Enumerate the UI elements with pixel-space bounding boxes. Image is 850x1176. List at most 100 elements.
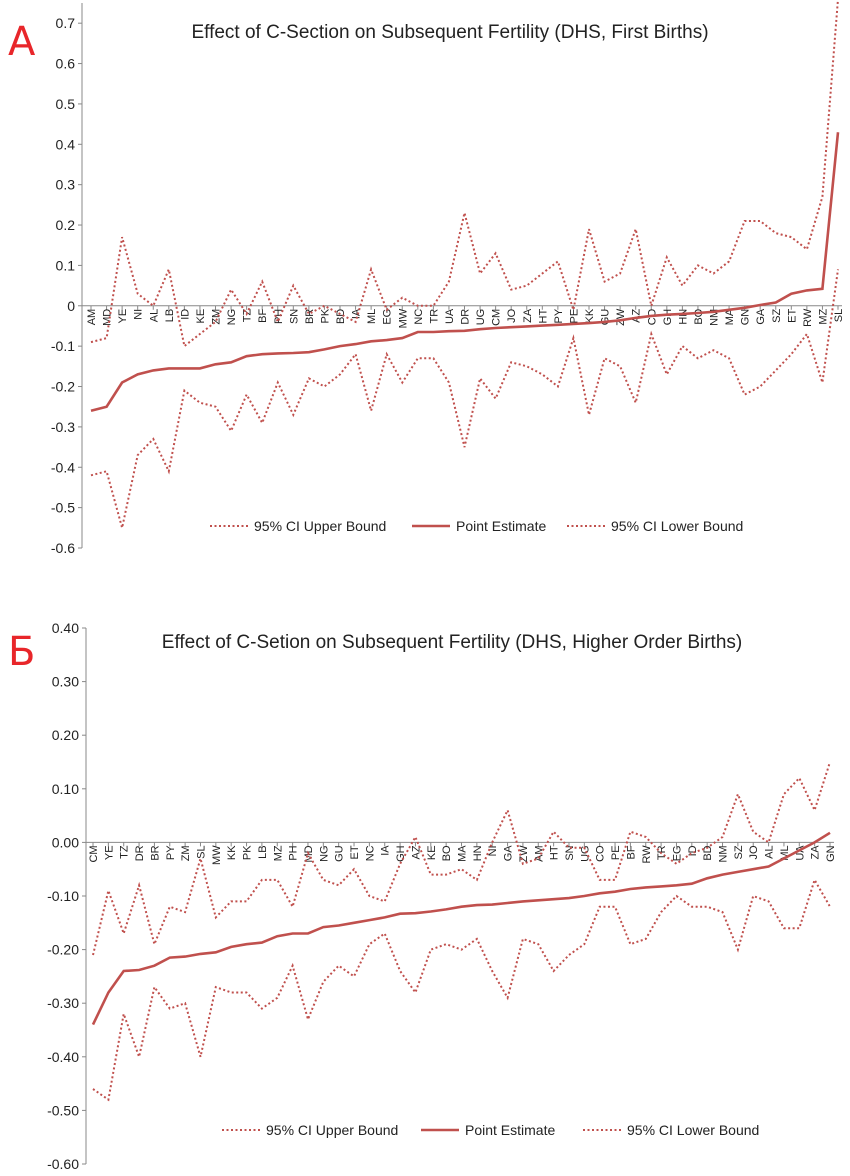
x-tick-label: ML (366, 309, 378, 324)
x-tick-label: BO (441, 845, 453, 861)
y-tick-label: 0.10 (52, 781, 79, 797)
x-tick-label: KK (226, 845, 238, 860)
x-tick-label: UG (579, 845, 591, 862)
y-tick-label: 0.30 (52, 674, 79, 690)
series-line-lower-bound (90, 269, 839, 529)
x-tick-label: PH (288, 845, 300, 860)
series-line-upper-bound (90, 0, 839, 348)
x-tick-label: PE (610, 845, 622, 860)
y-tick-label: -0.2 (51, 379, 75, 395)
y-tick-label: -0.6 (51, 540, 75, 556)
x-tick-label: GU (334, 845, 346, 862)
x-tick-label: UA (444, 308, 456, 324)
x-tick-label: PE (568, 309, 580, 324)
x-tick-label: IA (351, 308, 363, 319)
y-tick-label: -0.50 (47, 1102, 79, 1118)
x-tick-label: BD (702, 845, 714, 860)
chart-title: Effect of C-Setion on Subsequent Fertili… (162, 632, 742, 653)
x-tick-label: MD (102, 309, 114, 326)
x-tick-label: HT (537, 309, 549, 324)
x-tick-label: IA (380, 845, 392, 856)
y-tick-label: 0.4 (56, 136, 76, 152)
x-tick-label: RW (641, 845, 653, 864)
x-tick-label: SZ (733, 845, 745, 859)
x-tick-label: DR (460, 309, 472, 325)
x-tick-label: ZA (810, 845, 822, 860)
x-tick-label: JO (506, 308, 518, 323)
x-tick-label: BR (149, 845, 161, 860)
x-tick-label: AZ (410, 845, 422, 859)
x-tick-label: RW (802, 308, 814, 327)
x-tick-label: HT (549, 845, 561, 860)
series-line-point-estimate (90, 132, 840, 412)
x-tick-label: ZW (518, 845, 530, 863)
x-tick-label: NI (487, 845, 499, 856)
x-tick-label: PY (165, 845, 177, 860)
x-tick-label: GH (662, 309, 674, 326)
y-tick-label: 0.5 (56, 96, 76, 112)
x-tick-label: MW (397, 308, 409, 328)
x-tick-label: AL (148, 309, 160, 322)
legend-label: Point Estimate (456, 518, 546, 534)
x-tick-label: MZ (817, 309, 829, 325)
x-tick-label: GN (740, 309, 752, 326)
y-tick-label: -0.10 (47, 888, 79, 904)
x-tick-label: PK (319, 308, 331, 323)
x-tick-label: CM (491, 309, 503, 326)
x-tick-label: ET (786, 309, 798, 323)
x-tick-label: ZW (615, 308, 627, 326)
chart-panel-a: A Effect of C-Section on Subsequent Fert… (0, 0, 850, 570)
chart-b: Effect of C-Setion on Subsequent Fertili… (47, 620, 837, 1172)
x-tick-label: MZ (272, 845, 284, 861)
y-tick-label: 0 (67, 298, 75, 314)
legend-label: Point Estimate (465, 1122, 555, 1138)
x-tick-label: GA (503, 845, 515, 862)
x-tick-label: KK (584, 308, 596, 323)
x-tick-label: TZ (119, 845, 131, 859)
x-tick-label: NI (133, 309, 145, 320)
x-tick-label: NM (718, 845, 730, 862)
series-line-point-estimate (91, 831, 831, 1026)
x-tick-label: KE (426, 845, 438, 860)
x-tick-label: BR (304, 309, 316, 324)
y-tick-label: -0.20 (47, 942, 79, 958)
x-tick-label: MA (724, 308, 736, 325)
x-tick-label: ET (349, 845, 361, 859)
x-tick-label: HN (472, 845, 484, 861)
series-line-upper-bound (92, 761, 831, 956)
x-tick-label: YE (117, 309, 129, 324)
x-tick-label: PK (242, 845, 254, 860)
x-tick-label: GN (825, 845, 837, 862)
panel-letter-b: Б (8, 629, 36, 675)
x-tick-label: PH (273, 309, 285, 324)
legend-label: 95% CI Upper Bound (254, 518, 386, 534)
x-tick-label: ZA (522, 308, 534, 323)
x-tick-label: YE (103, 845, 115, 860)
y-tick-label: 0.2 (56, 217, 76, 233)
x-tick-label: HN (677, 309, 689, 325)
y-tick-label: 0.40 (52, 620, 79, 636)
x-tick-label: UG (475, 309, 487, 326)
y-tick-label: 0.00 (52, 834, 79, 850)
x-tick-label: LB (257, 845, 269, 858)
x-tick-label: DR (134, 845, 146, 861)
x-tick-label: SN (564, 845, 576, 860)
chart-panel-b: Б Effect of C-Setion on Subsequent Ferti… (0, 600, 850, 1176)
x-tick-label: NG (226, 309, 238, 326)
x-tick-label: NG (318, 845, 330, 862)
y-tick-label: -0.5 (51, 500, 75, 516)
y-tick-label: -0.60 (47, 1156, 79, 1172)
y-tick-label: -0.30 (47, 995, 79, 1011)
x-tick-label: CM (88, 845, 100, 862)
x-tick-label: MA (457, 845, 469, 862)
x-tick-label: BF (625, 845, 637, 859)
x-tick-label: JO (748, 845, 760, 860)
x-tick-label: GH (395, 845, 407, 862)
x-tick-label: AZ (631, 309, 643, 323)
y-tick-label: 0.1 (56, 257, 76, 273)
series-line-lower-bound (92, 877, 831, 1102)
x-tick-label: MW (211, 845, 223, 865)
x-tick-label: AL (764, 845, 776, 858)
legend-label: 95% CI Upper Bound (266, 1122, 398, 1138)
x-tick-label: SL (833, 309, 845, 322)
